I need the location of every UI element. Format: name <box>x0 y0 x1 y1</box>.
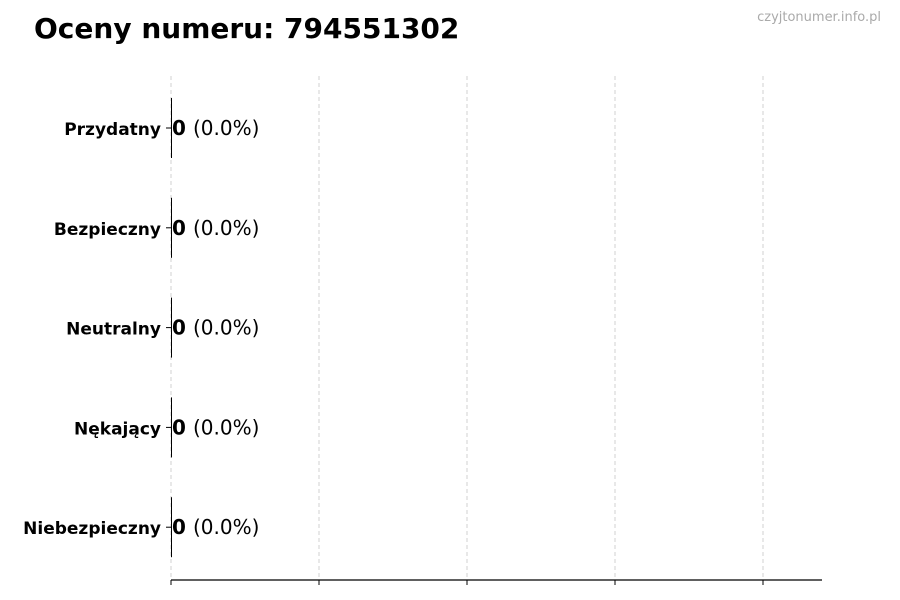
y-tick-label: Przydatny <box>64 120 161 140</box>
bar <box>171 297 172 358</box>
data-label-percent: (0.0%) <box>193 415 259 439</box>
y-tick-label: Niebezpieczny <box>23 519 161 539</box>
bar <box>171 98 172 158</box>
bar <box>171 397 172 458</box>
data-label-count: 0 <box>172 515 186 539</box>
y-tick-label: Nękający <box>74 419 161 439</box>
chart-title: Oceny numeru: 794551302 <box>34 12 460 45</box>
data-label-count: 0 <box>172 316 186 340</box>
data-label-percent: (0.0%) <box>193 515 259 539</box>
watermark: czyjtonumer.info.pl <box>757 10 881 25</box>
data-label-percent: (0.0%) <box>193 116 259 140</box>
bar <box>171 197 172 258</box>
data-label-percent: (0.0%) <box>193 216 259 240</box>
bar <box>171 497 172 558</box>
y-tick-label: Bezpieczny <box>54 220 161 240</box>
data-label-count: 0 <box>172 116 186 140</box>
data-label-count: 0 <box>172 216 186 240</box>
y-tick-label: Neutralny <box>66 320 161 340</box>
data-label-percent: (0.0%) <box>193 316 259 340</box>
data-label-count: 0 <box>172 415 186 439</box>
